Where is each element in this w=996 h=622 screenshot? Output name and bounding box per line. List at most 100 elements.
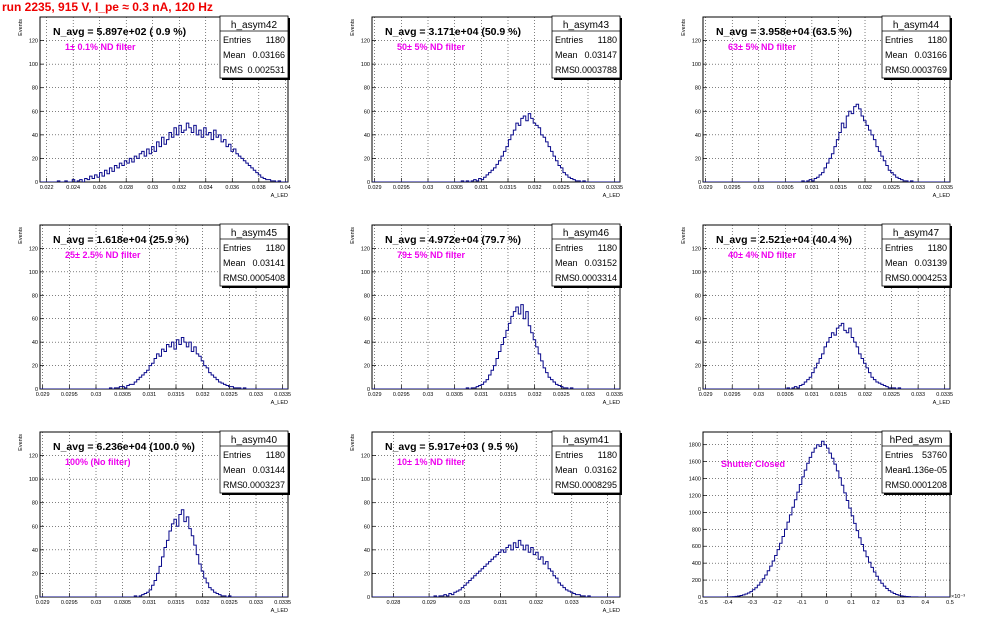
y-tick-label: 100 — [29, 270, 38, 276]
x-tick-label: 0.0305 — [114, 392, 131, 398]
x-tick-label: 0.0305 — [777, 185, 794, 191]
x-tick-label: 0.03 — [91, 600, 102, 606]
x-tick-label: 0.022 — [40, 185, 54, 191]
filter-label: 100% (No filter) — [65, 457, 131, 467]
x-tick-label: 0.033 — [249, 392, 263, 398]
y-tick-label: 20 — [32, 364, 38, 370]
x-tick-label: 0.033 — [249, 600, 263, 606]
y-tick-label: 100 — [29, 477, 38, 483]
y-tick-label: 120 — [29, 39, 38, 45]
stats-key-entries: Entries — [885, 450, 914, 460]
stats-value-mean: 0.03141 — [252, 258, 285, 268]
y-tick-label: 60 — [695, 317, 701, 323]
stats-value-entries: 1180 — [598, 243, 617, 253]
x-tick-label: 0.029 — [699, 185, 713, 191]
stats-value-mean: 0.03166 — [252, 50, 285, 60]
stats-value-entries: 1180 — [266, 450, 285, 460]
stats-value-mean: 0.03144 — [252, 465, 285, 475]
filter-label: Shutter Closed — [721, 459, 785, 469]
x-tick-label: 0.032 — [196, 392, 210, 398]
x-tick-label: 0.024 — [66, 185, 80, 191]
stats-value-mean: 0.03152 — [584, 258, 617, 268]
x-tick-label: 0.0315 — [500, 185, 517, 191]
stats-key-mean: Mean — [885, 258, 908, 268]
y-tick-label: 120 — [29, 454, 38, 460]
y-tick-label: 80 — [695, 86, 701, 92]
x-tick-label: 0.0315 — [830, 392, 847, 398]
navg-label: N_avg = 3.171e+04 (50.9 %) — [385, 26, 521, 38]
stats-value-rms: 0.0003769 — [904, 65, 947, 75]
filter-label: 10± 1% ND filter — [397, 457, 465, 467]
x-tick-label: 0.032 — [858, 392, 872, 398]
stats-value-entries: 53760 — [922, 450, 947, 460]
x-tick-label: 0.2 — [872, 600, 880, 606]
y-tick-label: 100 — [692, 62, 701, 68]
x-tick-label: 0.0325 — [553, 392, 570, 398]
x-axis-label: A_LED — [603, 400, 620, 406]
y-tick-label: 80 — [695, 293, 701, 299]
x-tick-label: 0.0325 — [221, 392, 238, 398]
y-tick-label: 20 — [364, 571, 370, 577]
navg-label: N_avg = 6.236e+04 (100.0 %) — [53, 441, 195, 453]
y-tick-label: 40 — [364, 340, 370, 346]
stats-key-mean: Mean — [223, 465, 246, 475]
x-tick-label: 0.031 — [805, 185, 819, 191]
plot-frame — [371, 431, 621, 598]
x-tick-label: -0.1 — [797, 600, 806, 606]
x-tick-label: 0.032 — [858, 185, 872, 191]
y-tick-label: 0 — [35, 180, 38, 186]
x-tick-label: 0.0295 — [393, 185, 410, 191]
stats-key-mean: Mean — [223, 258, 246, 268]
x-tick-label: 0.0305 — [777, 392, 794, 398]
stats-box — [219, 223, 289, 287]
stats-value-mean: 0.03162 — [584, 465, 617, 475]
x-tick-label: 0.031 — [142, 392, 156, 398]
histogram-pad-h_asym44: 0.029 0.0295 0.03 0.0305 0.031 0.0315 0.032 0.0… — [681, 15, 953, 199]
x-tick-label: 0.029 — [36, 392, 50, 398]
x-tick-label: 0.0305 — [114, 600, 131, 606]
histogram-line — [40, 509, 288, 597]
stats-key-rms: RMS — [555, 65, 575, 75]
x-tick-label: 0.033 — [581, 392, 595, 398]
x-tick-label: 0.0315 — [830, 185, 847, 191]
x-tick-label: 0.029 — [368, 185, 382, 191]
y-tick-label: 100 — [692, 270, 701, 276]
stats-title: h_asym45 — [231, 228, 278, 239]
stats-key-mean: Mean — [885, 465, 908, 475]
x-axis-label: A_LED — [933, 193, 950, 199]
y-tick-label: 0 — [367, 387, 370, 393]
histogram-line — [40, 336, 288, 389]
x-tick-label: 0.0335 — [606, 185, 623, 191]
stats-title: h_asym42 — [231, 20, 278, 31]
stats-value-mean: 0.03139 — [914, 258, 947, 268]
y-axis-label: Events — [350, 227, 356, 244]
y-tick-label: 100 — [361, 270, 370, 276]
plot-frame — [702, 16, 951, 183]
y-tick-label: 40 — [695, 340, 701, 346]
x-tick-label: 0.031 — [142, 600, 156, 606]
y-tick-label: 20 — [695, 364, 701, 370]
y-tick-label: 0 — [367, 595, 370, 601]
x-tick-label: 0.033 — [581, 185, 595, 191]
stats-key-entries: Entries — [555, 243, 584, 253]
stats-key-entries: Entries — [223, 35, 252, 45]
stats-key-rms: RMS — [555, 273, 575, 283]
x-tick-label: -0.5 — [698, 600, 707, 606]
y-tick-label: 80 — [364, 501, 370, 507]
stats-key-entries: Entries — [223, 450, 252, 460]
x-tick-label: 0.0295 — [724, 392, 741, 398]
y-axis-label: Events — [18, 434, 24, 451]
stats-title: h_asym43 — [563, 20, 610, 31]
y-axis-label: Events — [681, 19, 687, 36]
y-tick-label: 20 — [364, 364, 370, 370]
x-tick-label: 0.4 — [921, 600, 929, 606]
y-tick-label: 60 — [32, 317, 38, 323]
y-tick-label: 0 — [367, 180, 370, 186]
plot-frame — [702, 224, 951, 390]
x-tick-label: 0.029 — [699, 392, 713, 398]
y-tick-label: 400 — [692, 561, 701, 567]
histogram-line — [372, 539, 620, 597]
stats-key-mean: Mean — [223, 50, 246, 60]
x-tick-label: 0.031 — [494, 600, 508, 606]
